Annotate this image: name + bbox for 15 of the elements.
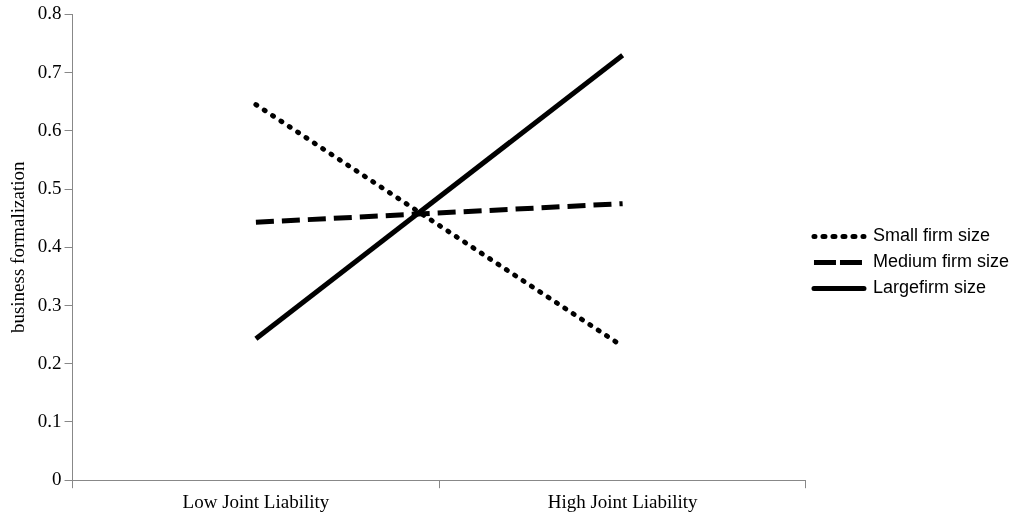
y-tick-label: 0.5 <box>37 177 62 199</box>
y-tick-label: 0.2 <box>37 351 62 373</box>
y-tick-label: 0.6 <box>37 118 62 140</box>
x-tick-label: Low Joint Liability <box>182 490 330 512</box>
y-tick-label: 0.1 <box>37 409 62 431</box>
legend-label: Medium firm size <box>872 251 1010 272</box>
legend-label: Largefirm size <box>872 277 987 298</box>
legend-label: Small firm size <box>872 225 990 246</box>
y-tick-label: 0.7 <box>37 60 62 82</box>
y-tick-label: 0.8 <box>37 2 62 24</box>
y-tick-label: 0 <box>52 468 62 490</box>
x-tick-label: High Joint Liability <box>547 490 699 512</box>
y-tick-label: 0.4 <box>37 235 63 257</box>
y-axis-title: business formalization <box>7 161 29 334</box>
y-tick-label: 0.3 <box>37 293 62 315</box>
